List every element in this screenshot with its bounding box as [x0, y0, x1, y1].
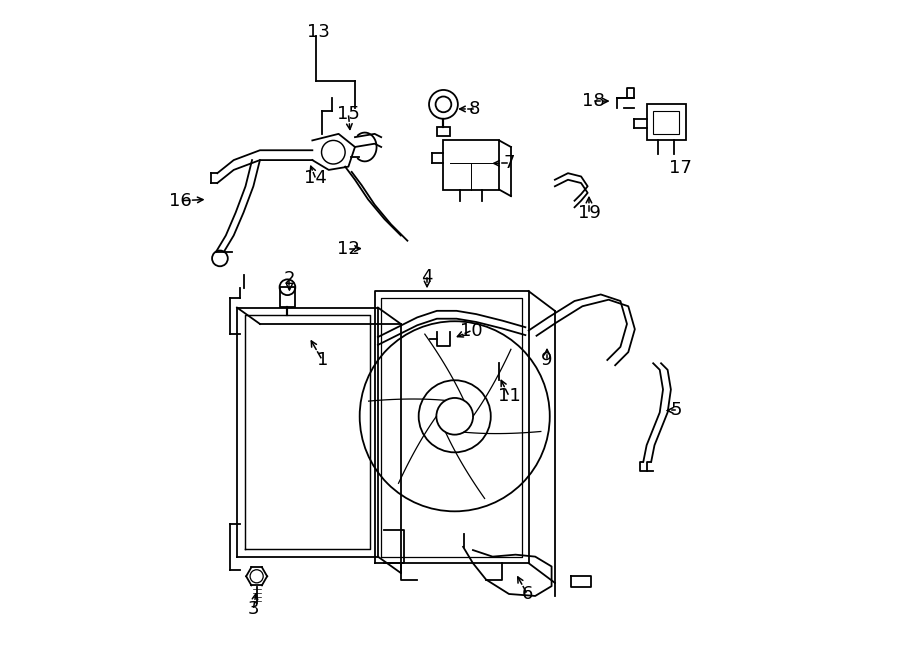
Text: 7: 7 [503, 155, 515, 173]
Text: 1: 1 [317, 351, 328, 369]
Text: 15: 15 [337, 105, 360, 123]
Text: 17: 17 [670, 159, 692, 177]
Text: 12: 12 [337, 239, 360, 258]
Text: 10: 10 [460, 321, 483, 340]
Text: 4: 4 [421, 268, 433, 286]
Text: 13: 13 [308, 23, 330, 41]
Bar [280, 288, 295, 307]
Text: 5: 5 [670, 401, 682, 420]
Bar [653, 111, 680, 134]
Text: 11: 11 [498, 387, 520, 405]
Text: 16: 16 [168, 192, 192, 210]
Text: 9: 9 [541, 351, 553, 369]
Text: 6: 6 [522, 585, 533, 603]
Text: 18: 18 [581, 92, 604, 110]
Bar [646, 104, 686, 140]
Text: 19: 19 [578, 204, 600, 221]
Text: 2: 2 [284, 270, 295, 288]
Text: 14: 14 [304, 169, 327, 188]
Bar [444, 140, 500, 190]
Text: 8: 8 [469, 100, 481, 118]
Text: 3: 3 [248, 600, 259, 618]
Bar [436, 128, 450, 136]
